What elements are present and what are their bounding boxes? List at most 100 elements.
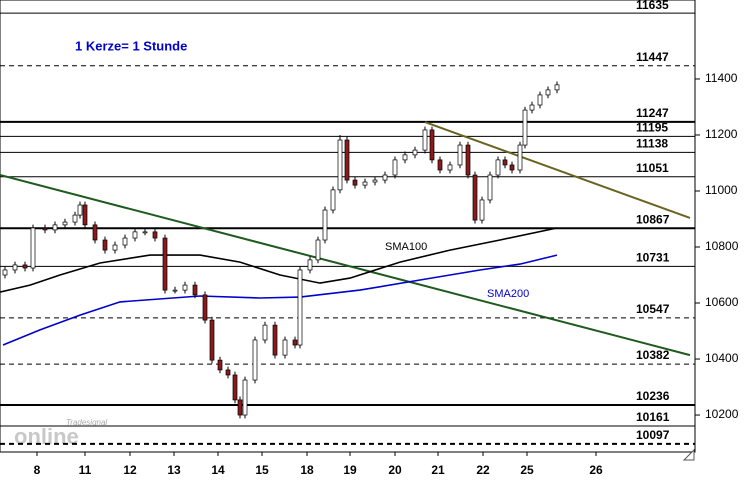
x-tick-label: 11 — [79, 463, 92, 477]
candle-body — [102, 239, 108, 251]
candle-body — [522, 109, 528, 146]
x-tick-label: 19 — [343, 463, 357, 477]
candle-body — [465, 144, 471, 176]
candle-body — [437, 159, 443, 171]
candle-body — [297, 269, 303, 346]
x-tick-label: 12 — [123, 463, 137, 477]
candle-body — [422, 129, 428, 151]
candle-body — [402, 154, 408, 161]
candle-body — [322, 209, 328, 241]
candle-body — [315, 239, 321, 261]
x-tick-label: 25 — [520, 463, 534, 477]
candle-body — [337, 139, 343, 191]
candle-body — [112, 244, 118, 251]
candle-body — [447, 164, 453, 171]
candle-body — [52, 224, 58, 231]
candle-body — [545, 89, 551, 96]
candle-body — [472, 174, 478, 221]
candle-body — [82, 204, 88, 226]
level-label: 10161 — [636, 410, 670, 424]
candle-body — [152, 231, 158, 239]
candle-body — [62, 221, 68, 226]
scroll-corner — [682, 448, 695, 461]
candle-body — [142, 231, 148, 234]
candle-body — [192, 284, 198, 296]
candle-body — [382, 174, 388, 181]
level-label: 11138 — [636, 137, 668, 151]
x-tick-label: 21 — [431, 463, 445, 477]
candle-body — [344, 139, 350, 181]
candle-body — [352, 179, 358, 186]
candle-body — [252, 339, 258, 381]
candle-body — [372, 179, 378, 183]
level-label: 10867 — [636, 212, 670, 226]
level-label: 10731 — [636, 250, 670, 264]
annotation: 1 Kerze= 1 Stunde — [75, 38, 187, 53]
candle-body — [502, 159, 508, 166]
y-tick-label: 10200 — [705, 407, 739, 421]
x-tick-label: 15 — [255, 463, 269, 477]
x-tick-label: 18 — [300, 463, 314, 477]
candle-body — [517, 144, 523, 171]
candle-body — [225, 369, 231, 376]
candle-body — [237, 399, 243, 416]
candle-body — [22, 264, 28, 269]
candle-body — [182, 284, 188, 291]
y-tick-label: 10600 — [705, 295, 739, 309]
level-label: 10382 — [636, 348, 670, 362]
sma-line — [0, 227, 558, 293]
x-tick-label: 26 — [589, 463, 603, 477]
candle-body — [554, 84, 560, 91]
y-tick-label: 11200 — [705, 127, 738, 141]
x-tick-label: 20 — [388, 463, 402, 477]
candle-body — [272, 324, 278, 356]
level-label: 10236 — [636, 389, 670, 403]
candle-body — [537, 94, 543, 106]
x-tick-label: 14 — [211, 463, 225, 477]
candle-body — [72, 214, 78, 223]
plot-area — [0, 0, 696, 453]
candle-body — [232, 374, 238, 401]
candle-body — [217, 359, 223, 371]
candle-body — [77, 204, 83, 216]
candle-body — [509, 164, 515, 171]
level-label: 11635 — [636, 0, 669, 12]
candle-body — [495, 159, 501, 176]
x-tick-label: 8 — [34, 463, 41, 477]
candle-body — [209, 319, 215, 361]
trend-line — [424, 121, 691, 219]
candle-body — [392, 159, 398, 176]
x-tick-label: 22 — [476, 463, 490, 477]
candle-body — [202, 294, 208, 321]
candle-body — [30, 227, 36, 269]
candle-body — [12, 264, 18, 271]
sma-line — [2, 254, 558, 346]
x-tick-label: 13 — [167, 463, 181, 477]
candle-body — [307, 259, 313, 271]
candle-body — [479, 199, 485, 221]
y-tick-label: 10400 — [705, 351, 739, 365]
logo: online — [14, 424, 79, 449]
candle-body — [330, 189, 336, 211]
y-tick-label: 11400 — [705, 71, 738, 85]
level-label: 11195 — [636, 121, 668, 135]
candle-body — [172, 289, 178, 292]
candle-body — [412, 149, 418, 156]
candle-body — [429, 129, 435, 161]
level-label: 11447 — [636, 50, 669, 64]
candle-body — [282, 339, 288, 356]
level-label: 10097 — [636, 428, 670, 442]
level-label: 11247 — [636, 106, 669, 120]
trend-line — [0, 174, 691, 357]
candle-body — [457, 144, 463, 166]
candle-body — [162, 237, 168, 291]
candle-body — [362, 181, 368, 186]
candle-body — [2, 269, 8, 276]
candle-body — [262, 324, 268, 341]
candle-body — [487, 174, 493, 201]
candle-body — [42, 227, 48, 231]
candle-body — [529, 104, 535, 111]
level-label: 11051 — [636, 161, 669, 175]
logo-small: Tradesignal — [66, 418, 107, 427]
